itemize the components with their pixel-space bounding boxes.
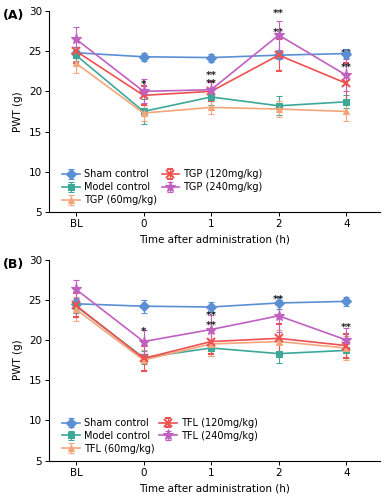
Text: **: ** (205, 311, 217, 320)
Text: **: ** (341, 323, 352, 332)
Legend: Sham control, Model control, TFL (60mg/kg), TFL (120mg/kg), TFL (240mg/kg): Sham control, Model control, TFL (60mg/k… (60, 416, 259, 456)
Text: **: ** (273, 28, 284, 36)
Text: **: ** (205, 78, 217, 88)
Text: **: ** (205, 70, 217, 80)
Text: (A): (A) (3, 9, 24, 22)
Text: **: ** (205, 320, 217, 330)
Text: (B): (B) (3, 258, 24, 270)
Legend: Sham control, Model control, TGP (60mg/kg), TGP (120mg/kg), TGP (240mg/kg): Sham control, Model control, TGP (60mg/k… (60, 168, 264, 207)
Y-axis label: PWT (g): PWT (g) (13, 91, 23, 132)
Y-axis label: PWT (g): PWT (g) (13, 340, 23, 380)
Text: **: ** (341, 48, 352, 58)
Text: *: * (141, 327, 146, 336)
X-axis label: Time after administration (h): Time after administration (h) (139, 483, 290, 493)
Text: **: ** (273, 295, 284, 304)
Text: **: ** (273, 8, 284, 18)
X-axis label: Time after administration (h): Time after administration (h) (139, 234, 290, 244)
Text: **: ** (341, 62, 352, 71)
Text: *: * (141, 80, 146, 89)
